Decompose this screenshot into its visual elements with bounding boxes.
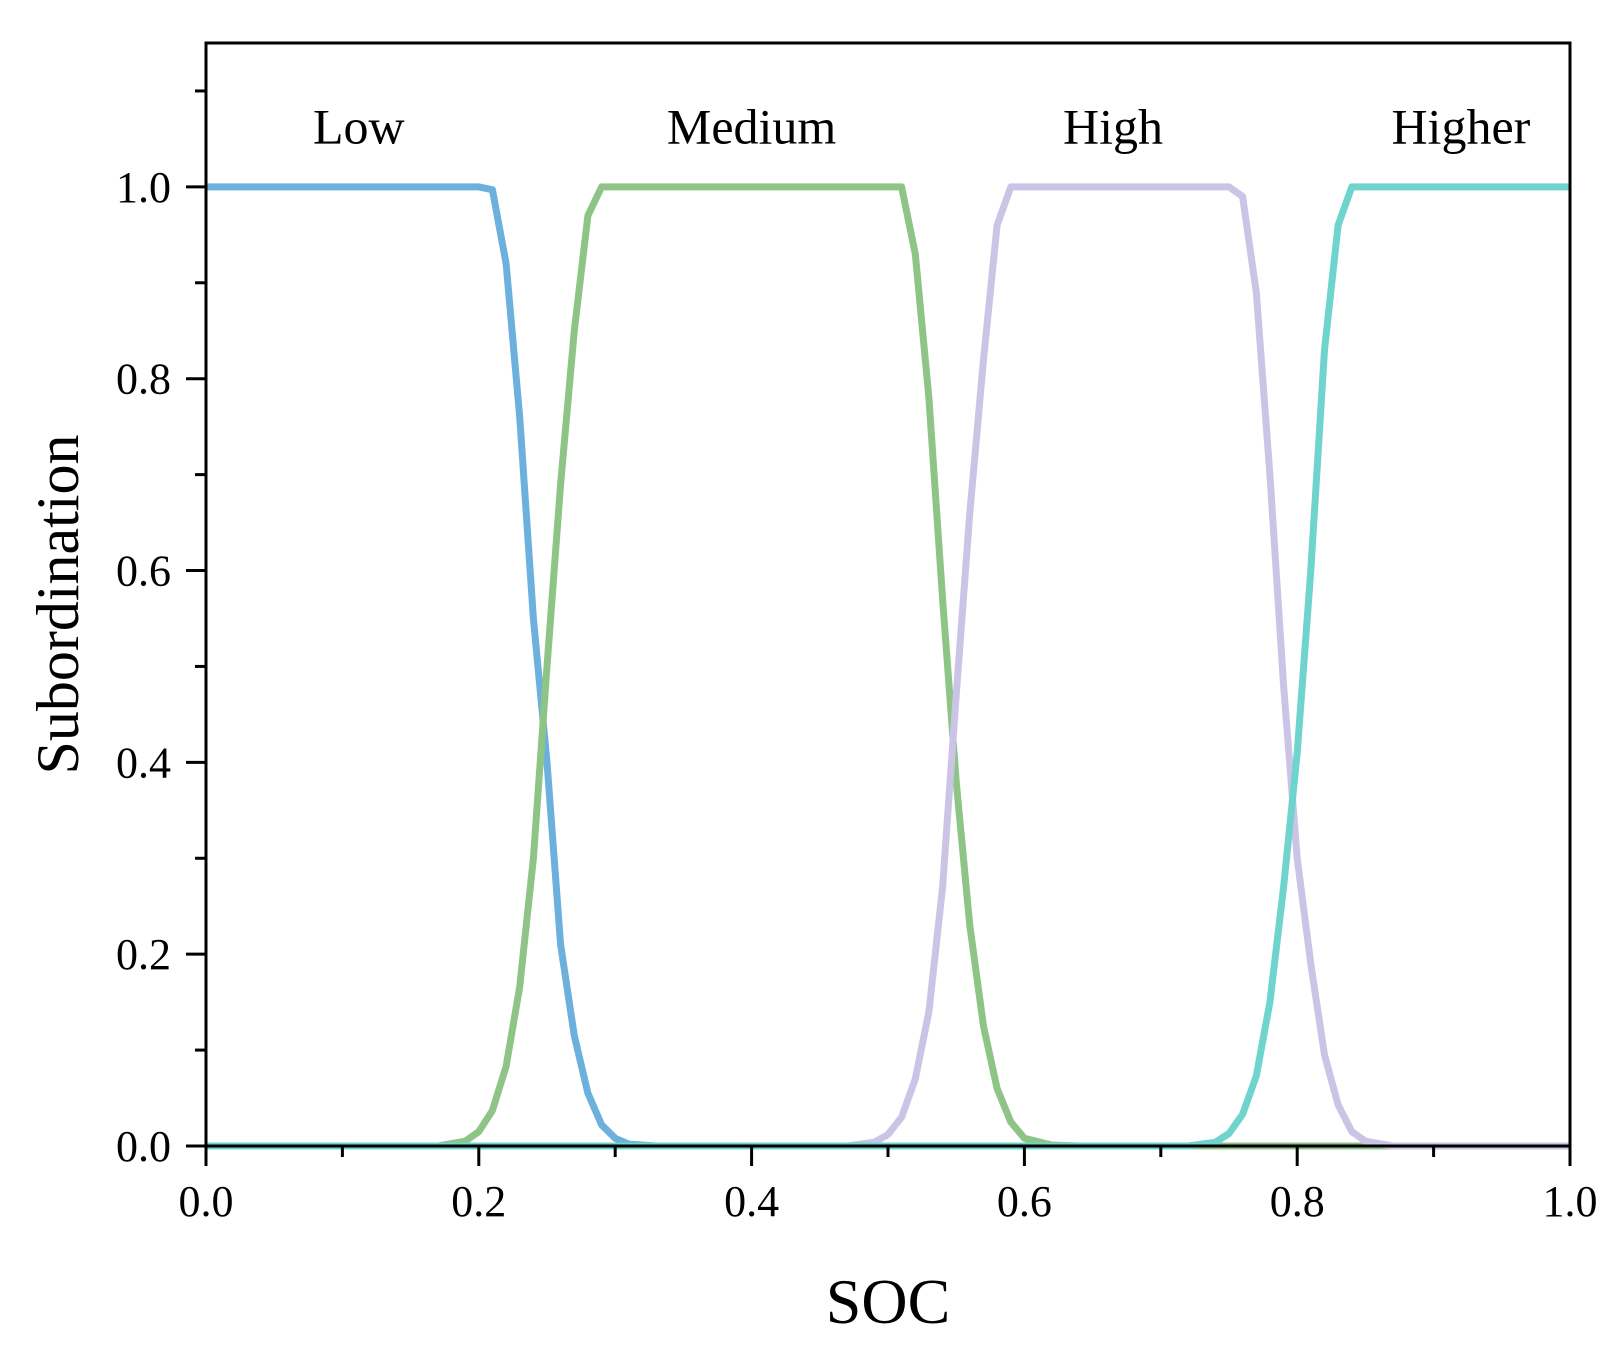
y-tick-label: 0.6 <box>116 547 171 596</box>
labels-layer: Low Medium High Higher <box>313 99 1531 155</box>
y-tick-label: 0.0 <box>116 1122 171 1171</box>
series-line-medium <box>206 183 1570 1150</box>
x-tick-label: 0.2 <box>451 1177 506 1226</box>
plot-frame <box>204 41 1572 1148</box>
series-label-high: High <box>1063 99 1163 155</box>
x-tick-label: 1.0 <box>1543 1177 1598 1226</box>
series-line-high <box>206 183 1570 1150</box>
series-label-higher: Higher <box>1391 99 1530 155</box>
series-layer <box>206 183 1570 1150</box>
y-tick-label: 0.8 <box>116 355 171 404</box>
x-tick-label: 0.8 <box>1270 1177 1325 1226</box>
x-axis-title: SOC <box>826 1266 951 1337</box>
series-line-low <box>206 183 1570 1150</box>
x-tick-label: 0.4 <box>724 1177 779 1226</box>
x-tick-label: 0.0 <box>179 1177 234 1226</box>
series-line-higher <box>206 183 1570 1150</box>
series-label-medium: Medium <box>667 99 837 155</box>
y-axis-title: Subordination <box>25 435 91 775</box>
axes-layer: 0.0 0.2 0.4 0.6 0.8 1.0 0.0 0.2 0.4 0.6 0.8 1.0 <box>116 89 1598 1226</box>
y-tick-label: 0.4 <box>116 738 171 787</box>
x-tick-label: 0.6 <box>997 1177 1052 1226</box>
y-tick-label: 0.2 <box>116 930 171 979</box>
y-tick-label: 1.0 <box>116 163 171 212</box>
series-label-low: Low <box>313 99 405 155</box>
